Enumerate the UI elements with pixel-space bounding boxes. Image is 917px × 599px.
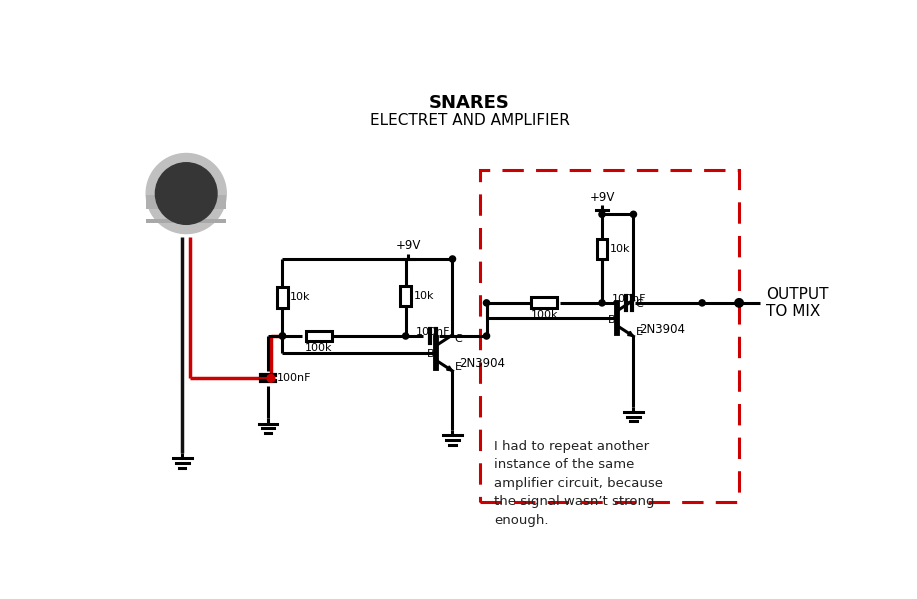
Text: +9V: +9V xyxy=(395,239,421,252)
Bar xyxy=(277,287,288,308)
Text: 10k: 10k xyxy=(610,244,630,254)
Circle shape xyxy=(735,299,744,307)
Text: 10k: 10k xyxy=(290,292,311,302)
Text: B: B xyxy=(426,349,434,359)
Polygon shape xyxy=(447,366,452,371)
Circle shape xyxy=(267,374,275,382)
Bar xyxy=(531,298,558,308)
Text: 100k: 100k xyxy=(305,343,332,353)
Bar xyxy=(597,238,607,259)
Circle shape xyxy=(280,333,285,339)
Circle shape xyxy=(699,300,705,306)
Circle shape xyxy=(599,211,605,217)
Text: 2N3904: 2N3904 xyxy=(458,357,504,370)
Circle shape xyxy=(483,300,490,306)
Circle shape xyxy=(146,153,226,234)
Text: SNARES: SNARES xyxy=(429,93,510,111)
Text: 100nF: 100nF xyxy=(612,294,646,304)
Text: C: C xyxy=(455,334,462,344)
Circle shape xyxy=(599,300,605,306)
Text: 100nF: 100nF xyxy=(415,326,450,337)
Text: 100k: 100k xyxy=(531,310,558,320)
Bar xyxy=(401,286,411,306)
Text: E: E xyxy=(455,362,462,372)
Bar xyxy=(146,219,226,223)
Text: 100nF: 100nF xyxy=(277,373,312,383)
Circle shape xyxy=(403,333,409,339)
Bar xyxy=(146,195,226,209)
Text: E: E xyxy=(635,328,643,337)
Text: OUTPUT
TO MIX: OUTPUT TO MIX xyxy=(766,287,829,319)
Text: I had to repeat another
instance of the same
amplifier circuit, because
the sign: I had to repeat another instance of the … xyxy=(494,440,663,527)
Text: C: C xyxy=(635,299,644,309)
Circle shape xyxy=(630,211,636,217)
Text: +9V: +9V xyxy=(590,190,614,204)
Bar xyxy=(305,331,332,341)
Text: 2N3904: 2N3904 xyxy=(639,322,686,335)
Circle shape xyxy=(483,333,490,339)
Text: B: B xyxy=(607,315,615,325)
Text: ELECTRET AND AMPLIFIER: ELECTRET AND AMPLIFIER xyxy=(370,113,569,128)
Polygon shape xyxy=(627,331,634,336)
Circle shape xyxy=(155,163,217,225)
Circle shape xyxy=(449,256,456,262)
Circle shape xyxy=(280,333,285,339)
Text: 10k: 10k xyxy=(414,291,434,301)
